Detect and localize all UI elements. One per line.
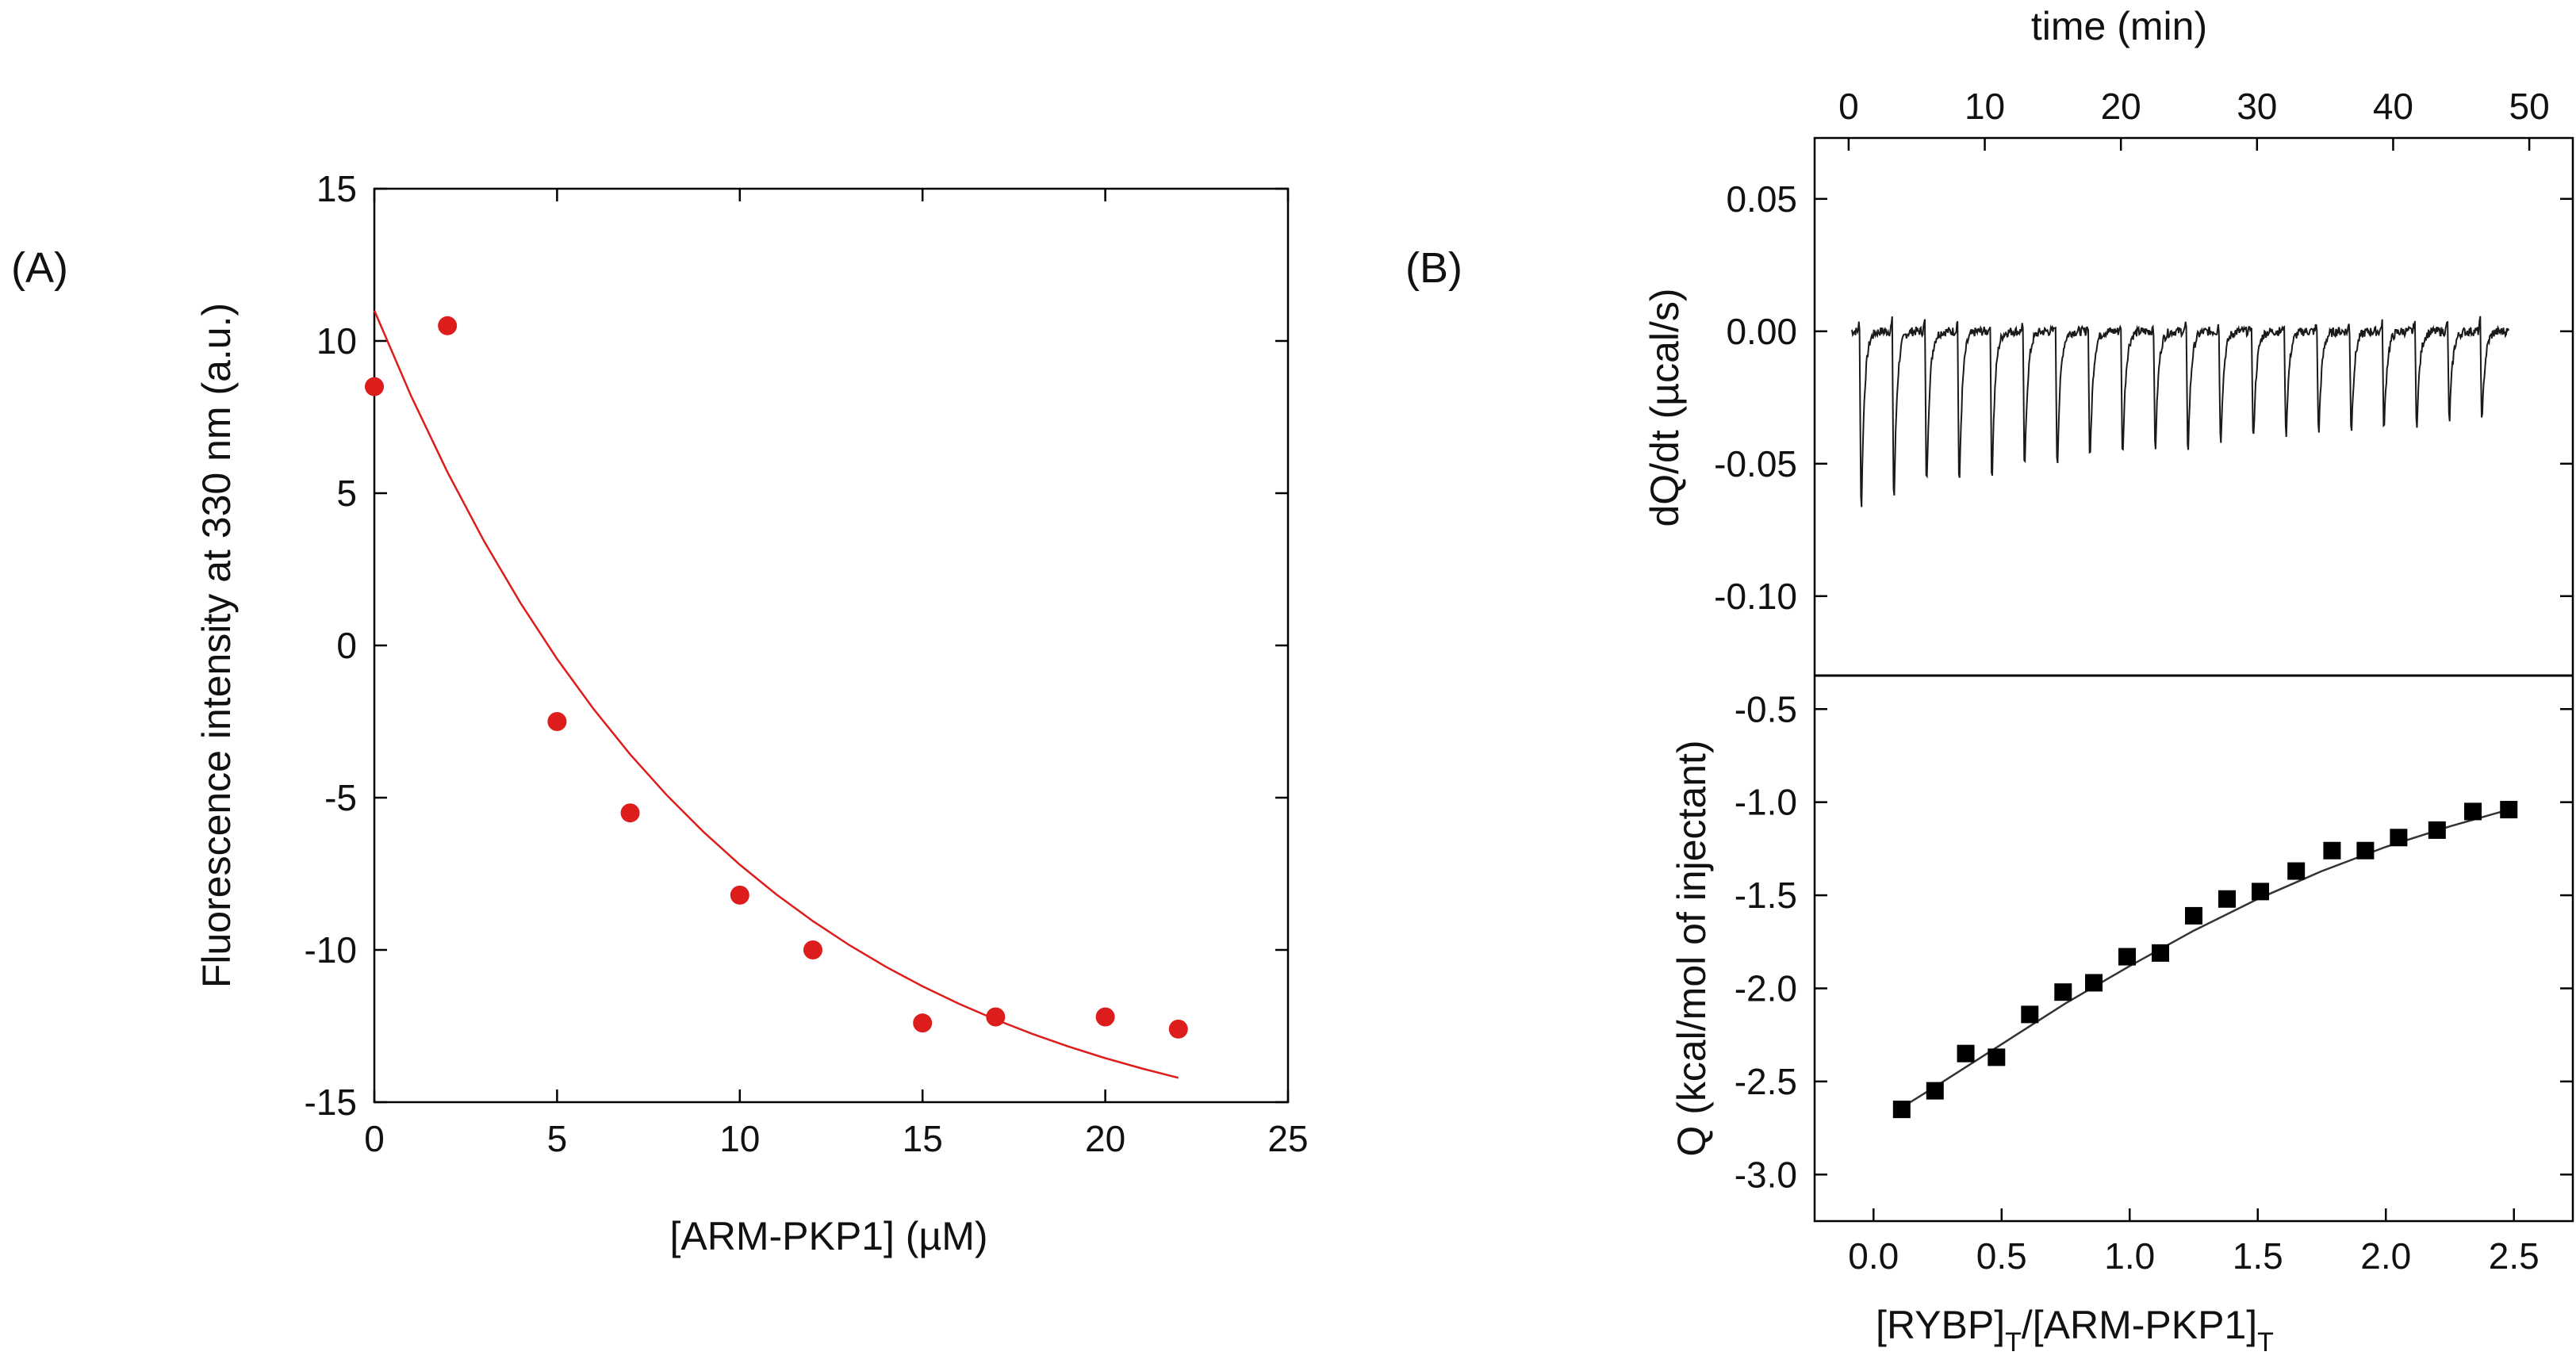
panel-b-points: [1892, 801, 2518, 1119]
b-top-y-tick-label: -0.05: [1714, 443, 1797, 484]
x-title-part1: [RYBP]: [1876, 1303, 2005, 1347]
a-x-tick-label: 15: [903, 1118, 943, 1159]
a-data-point: [1095, 1007, 1115, 1027]
x-title-sub1: T: [2005, 1327, 2022, 1357]
a-y-tick-label: 5: [336, 473, 357, 514]
a-fit-line: [373, 310, 1179, 1079]
b-data-point: [2185, 906, 2202, 925]
b-data-point: [2356, 841, 2375, 860]
b-data-point: [1892, 1101, 1911, 1119]
panel-a-axes: 0 5 10 15 20 25 -15 -10 -5 0 5 10 15: [305, 168, 1309, 1159]
b-bottom-y-tick-label: -2.0: [1735, 967, 1797, 1009]
b-data-point: [2118, 948, 2137, 966]
b-time-tick-label: 10: [1965, 86, 2005, 127]
b-data-point: [2323, 841, 2341, 860]
a-data-point: [913, 1013, 933, 1033]
a-data-point: [547, 712, 567, 731]
b-data-point: [2390, 829, 2408, 847]
b-time-tick-label: 50: [2509, 86, 2549, 127]
panel-b-bottom-y-axis-title: Q (kcal/mol of injectant): [1669, 740, 1714, 1156]
b-time-tick-label: 20: [2101, 86, 2141, 127]
b-bottom-y-tick-label: -2.5: [1735, 1061, 1797, 1102]
b-time-tick-label: 0: [1838, 86, 1859, 127]
b-x-tick-label: 1.5: [2233, 1235, 2283, 1277]
a-x-tick-label: 0: [364, 1118, 385, 1159]
b-data-point: [2464, 802, 2482, 821]
b-thermogram-line: [1850, 316, 2510, 507]
b-bottom-y-tick-label: -0.5: [1735, 688, 1797, 729]
a-y-tick-label: -5: [324, 777, 357, 818]
a-data-point: [620, 803, 640, 823]
a-x-tick-label: 20: [1085, 1118, 1125, 1159]
b-data-point: [1988, 1048, 2006, 1066]
a-y-tick-label: -15: [305, 1082, 357, 1123]
b-top-y-tick-label: 0.00: [1726, 311, 1797, 352]
panel-b: (B) 0 10 20 30 40 50 0.05 0.00 -0.05 -0.10 time (…: [1405, 4, 2574, 1357]
panel-a-label: (A): [11, 244, 68, 292]
a-x-tick-label: 10: [719, 1118, 760, 1159]
b-data-point: [2218, 890, 2236, 908]
a-data-point: [803, 940, 822, 959]
a-y-tick-label: -10: [305, 929, 357, 971]
b-time-tick-label: 30: [2237, 86, 2277, 127]
a-data-point: [1168, 1019, 1188, 1039]
a-data-point: [438, 316, 458, 335]
b-data-point: [2021, 1005, 2039, 1024]
a-y-tick-label: 15: [316, 168, 357, 209]
panel-b-top-axes: 0 10 20 30 40 50 0.05 0.00 -0.05 -0.10: [1714, 86, 2573, 617]
b-data-point: [2500, 801, 2518, 819]
panel-b-thermogram: [1850, 316, 2510, 507]
panel-b-bottom-axes: 0.0 0.5 1.0 1.5 2.0 2.5 -0.5 -1.0 -1.5 -2.0 -2.5 -3…: [1735, 688, 2573, 1277]
b-top-y-tick-label: -0.10: [1714, 576, 1797, 617]
a-x-tick-label: 5: [547, 1118, 568, 1159]
a-data-point: [365, 377, 384, 396]
panel-b-x-axis-title: [RYBP]T/[ARM-PKP1]T: [1876, 1303, 2274, 1357]
b-x-tick-label: 0.0: [1848, 1235, 1899, 1277]
a-x-tick-label: 25: [1267, 1118, 1308, 1159]
b-x-tick-label: 2.0: [2360, 1235, 2411, 1277]
panel-b-label: (B): [1405, 244, 1462, 292]
b-top-y-tick-label: 0.05: [1726, 178, 1797, 220]
b-data-point: [1926, 1082, 1944, 1100]
b-x-tick-label: 2.5: [2489, 1235, 2540, 1277]
panel-a: (A) 0 5 10 15 20 25 -15 -10 -5 0 5 10 15 [ARM-PKP1] …: [11, 168, 1309, 1258]
panel-b-time-axis-title: time (min): [2031, 4, 2207, 48]
b-data-point: [2054, 983, 2072, 1001]
b-data-point: [2428, 821, 2446, 839]
x-title-part2: /[ARM-PKP1]: [2022, 1303, 2257, 1347]
panel-a-x-axis-title: [ARM-PKP1] (µM): [669, 1214, 987, 1258]
b-data-point: [2152, 944, 2170, 962]
panel-b-plot-frame: [1813, 136, 2574, 1223]
panel-a-points: [365, 316, 1188, 1039]
b-data-point: [2287, 862, 2306, 880]
panel-a-plot-frame: [373, 187, 1290, 1104]
panel-a-y-axis-title: Fluorescence intensity at 330 nm (a.u.): [194, 303, 239, 988]
a-y-tick-label: 10: [316, 320, 357, 362]
b-time-tick-label: 40: [2373, 86, 2413, 127]
panel-b-top-y-axis-title: dQ/dt (µcal/s): [1643, 288, 1687, 527]
a-data-point: [986, 1007, 1006, 1027]
b-bottom-y-tick-label: -1.0: [1735, 782, 1797, 823]
x-title-sub2: T: [2257, 1327, 2274, 1357]
b-x-tick-label: 0.5: [1976, 1235, 2027, 1277]
panel-a-fit: [373, 310, 1179, 1079]
b-data-point: [2085, 974, 2103, 992]
b-data-point: [2251, 883, 2269, 901]
b-bottom-y-tick-label: -3.0: [1735, 1154, 1797, 1195]
a-data-point: [730, 885, 749, 905]
b-x-tick-label: 1.0: [2104, 1235, 2155, 1277]
a-y-tick-label: 0: [336, 625, 357, 666]
b-data-point: [1957, 1044, 1975, 1063]
b-bottom-y-tick-label: -1.5: [1735, 875, 1797, 916]
